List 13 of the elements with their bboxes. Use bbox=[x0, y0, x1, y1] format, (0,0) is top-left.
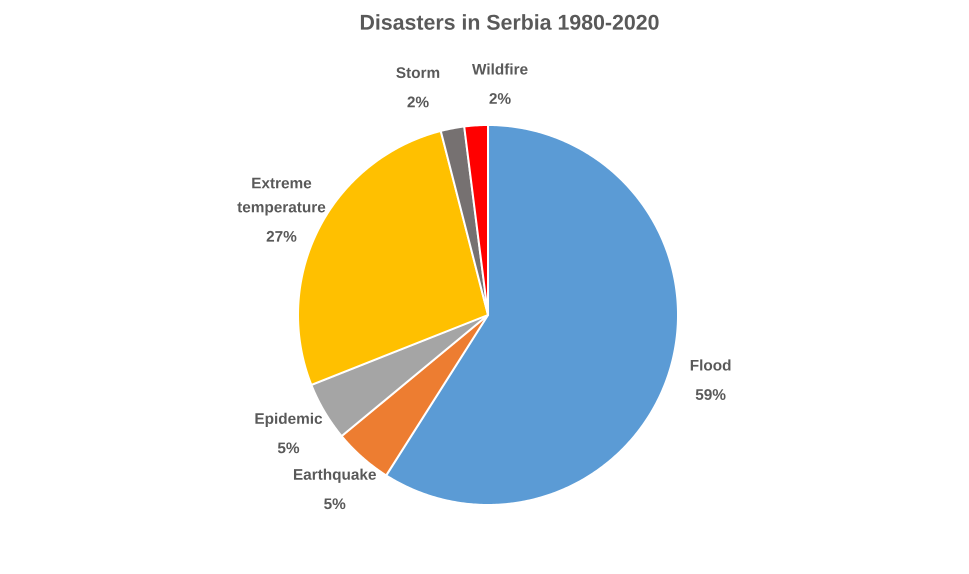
data-label: 5% bbox=[324, 498, 346, 510]
slice-label: Flood bbox=[690, 359, 730, 371]
slice-label: Earthquake bbox=[294, 468, 376, 483]
slice-label: Epidemic bbox=[255, 412, 322, 427]
data-label: 2% bbox=[489, 93, 511, 104]
data-label: 59% bbox=[696, 389, 726, 400]
chart-title: Disasters in Serbia 1980-2020 bbox=[360, 14, 659, 30]
data-label: 2% bbox=[407, 96, 429, 108]
data-label: 5% bbox=[278, 442, 300, 454]
slice-label: Storm bbox=[396, 67, 440, 78]
slice-label: Extreme temperature bbox=[237, 178, 326, 216]
slice-label: Wildfire bbox=[472, 63, 528, 75]
data-label: 27% bbox=[266, 230, 296, 242]
